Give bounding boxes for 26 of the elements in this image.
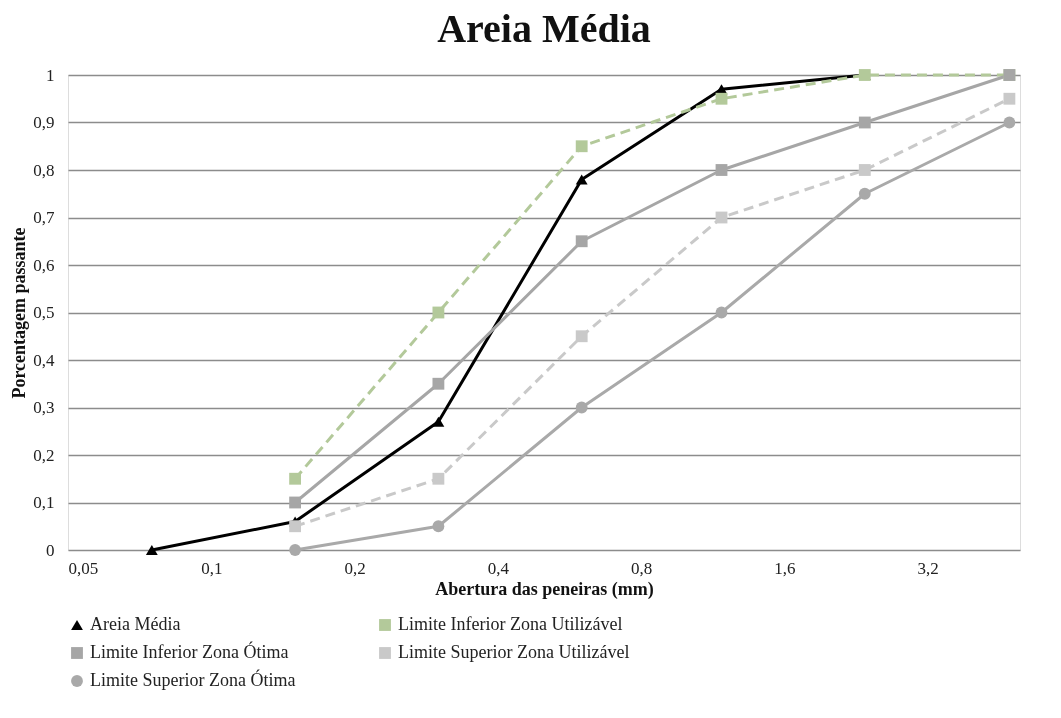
y-tick-label: 0,7 (33, 208, 55, 227)
y-tick-label: 0,5 (33, 303, 55, 322)
legend-label: Limite Inferior Zona Ótima (90, 641, 289, 662)
y-tick-label: 0,6 (33, 255, 55, 275)
y-axis-title: Porcentagem passante (9, 227, 30, 399)
x-axis-title: Abertura das peneiras (mm) (435, 578, 654, 600)
legend-label: Limite Inferior Zona Utilizável (398, 614, 623, 634)
y-tick-label: 0,9 (33, 113, 55, 132)
y-tick-label: 1 (46, 65, 55, 85)
y-tick-label: 0 (46, 540, 55, 560)
x-tick-label: 3,2 (917, 558, 939, 578)
x-tick-label: 0,1 (201, 558, 223, 578)
x-tick-label: 0,8 (631, 558, 653, 578)
y-tick-label: 0,2 (33, 445, 55, 465)
legend-label: Areia Média (90, 614, 181, 634)
y-tick-label: 0,4 (33, 350, 55, 370)
x-tick-label: 1,6 (774, 558, 796, 578)
y-tick-label: 0,8 (33, 160, 55, 180)
legend-label: Limite Superior Zona Ótima (90, 669, 296, 690)
legend-label: Limite Superior Zona Utilizável (398, 642, 630, 662)
x-tick-label: 0,05 (68, 558, 99, 578)
x-tick-label: 0,2 (344, 558, 366, 578)
chart-title: Areia Média (437, 6, 651, 51)
y-tick-label: 0,3 (33, 398, 55, 417)
x-tick-label: 0,4 (487, 558, 510, 578)
y-tick-label: 0,1 (33, 493, 55, 512)
